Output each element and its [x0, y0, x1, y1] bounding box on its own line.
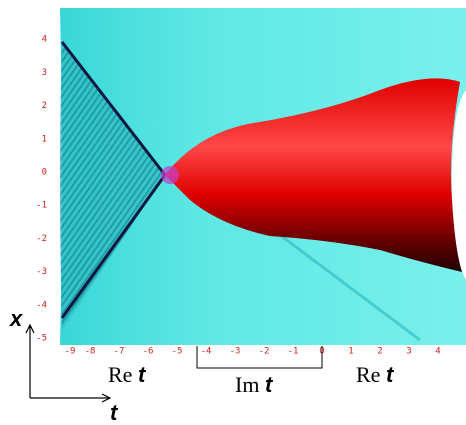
t-tick-label: -6	[143, 347, 154, 357]
x-tick-label: -4	[36, 300, 47, 310]
annotation: Re t	[356, 362, 395, 387]
annotation-variable: t	[138, 362, 147, 387]
t-tick-label: -3	[230, 347, 241, 357]
figure: -9-8-7-6-5-4-3-2-10123443210-1-2-3-4-5 x…	[0, 0, 466, 425]
t-tick-label: -2	[259, 347, 270, 357]
x-axis-label: x	[9, 306, 23, 331]
x-tick-label: -1	[36, 201, 47, 211]
annotation: Im t	[235, 372, 274, 397]
t-tick-label: -4	[201, 347, 212, 357]
annotation: Re t	[108, 362, 147, 387]
t-tick-label: 2	[377, 347, 382, 357]
x-tick-label: 0	[42, 168, 47, 178]
x-tick-label: 4	[42, 35, 47, 45]
t-axis-label: t	[110, 400, 119, 425]
x-tick-label: 3	[42, 68, 47, 78]
t-tick-label: 4	[435, 347, 440, 357]
annotation-prefix: Re	[356, 362, 380, 387]
annotation-variable: t	[386, 362, 395, 387]
x-tick-label: -2	[36, 234, 47, 244]
t-tick-label: -7	[114, 347, 125, 357]
t-tick-label: -5	[172, 347, 183, 357]
t-tick-label: 1	[348, 347, 353, 357]
t-tick-label: -1	[288, 347, 299, 357]
t-tick-label: -8	[85, 347, 96, 357]
t-tick-label: -9	[65, 347, 76, 357]
x-tick-label: -5	[36, 334, 47, 344]
annotation-prefix: Re	[108, 362, 132, 387]
x-tick-label: 2	[42, 101, 47, 111]
x-tick-label: -3	[36, 267, 47, 277]
t-tick-label: 3	[406, 347, 411, 357]
annotation-prefix: Im	[235, 372, 259, 397]
surface	[60, 8, 466, 345]
x-tick-label: 1	[42, 134, 47, 144]
annotation-variable: t	[265, 372, 274, 397]
